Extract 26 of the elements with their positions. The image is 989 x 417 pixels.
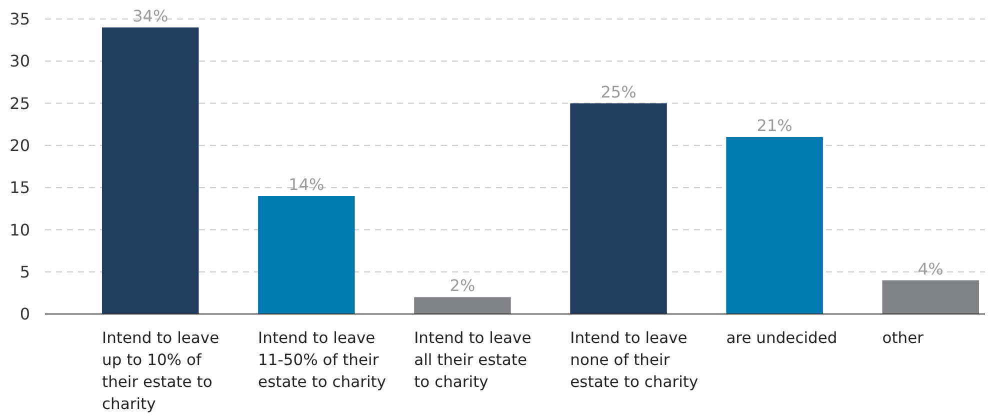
x-tick-label: are undecided (726, 329, 838, 347)
data-label: 34% (132, 6, 168, 26)
bar (570, 103, 667, 314)
y-tick-label: 5 (20, 262, 30, 282)
data-label: 14% (288, 175, 324, 194)
y-tick-label: 10 (10, 220, 30, 240)
x-tick-label: Intend to leave all their estate to charity (414, 329, 532, 391)
y-tick-label: 25 (10, 94, 30, 113)
bar (726, 137, 823, 314)
bar (414, 297, 511, 314)
y-tick-label: 35 (10, 10, 30, 29)
bar (102, 27, 199, 314)
y-tick-label: 15 (10, 178, 30, 198)
x-tick-label: Intend to leave none of their estate to charity (570, 329, 698, 391)
data-label: 4% (918, 259, 944, 278)
bar (882, 280, 979, 314)
data-label: 21% (756, 116, 792, 135)
y-tick-label: 0 (20, 304, 30, 324)
data-label: 2% (450, 276, 476, 296)
x-tick-label: other (882, 329, 924, 347)
data-label: 25% (600, 82, 636, 102)
bar (258, 196, 355, 314)
x-tick-label: Intend to leave 11-50% of their estate to charity (258, 329, 386, 391)
y-tick-label: 20 (10, 136, 30, 156)
y-tick-label: 30 (10, 52, 30, 71)
x-tick-label: Intend to leave up to 10% of their estate to charity (102, 329, 220, 413)
